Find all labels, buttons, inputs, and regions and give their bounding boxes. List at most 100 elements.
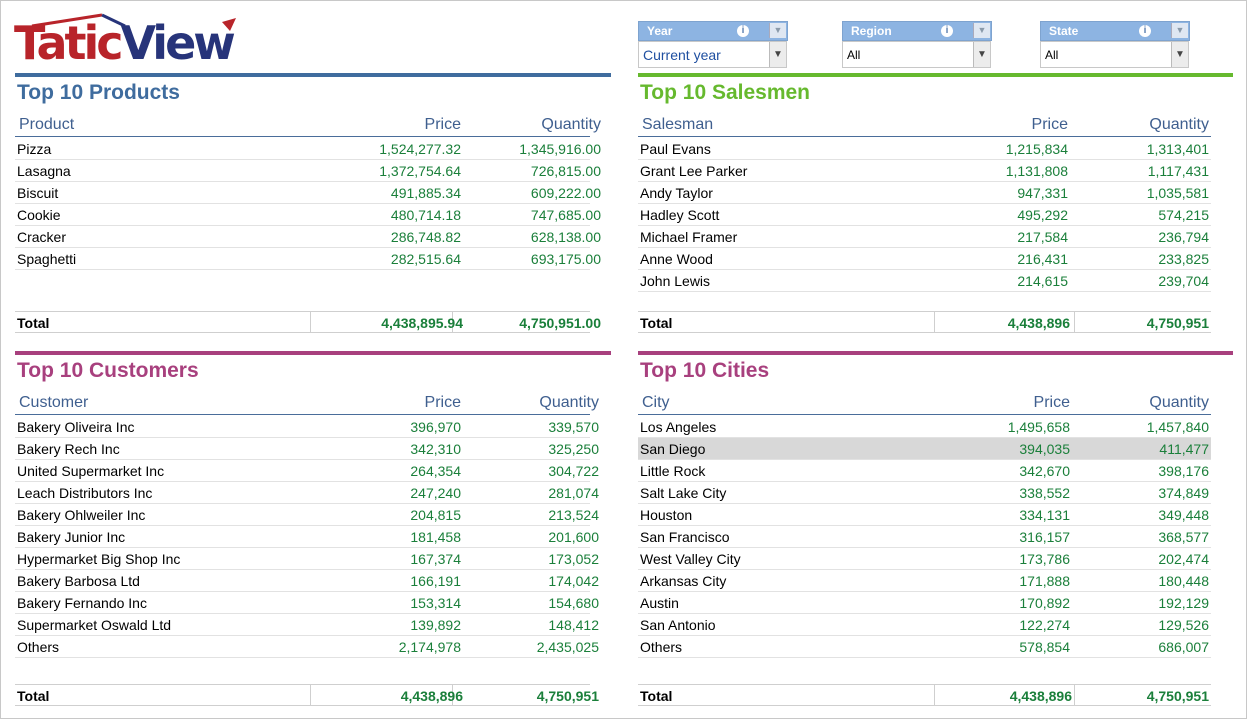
row-price: 264,354 bbox=[410, 463, 461, 479]
table-row[interactable]: Others 2,174,978 2,435,025 bbox=[15, 636, 599, 658]
dropdown-arrow-icon[interactable]: ▼ bbox=[1171, 42, 1188, 67]
panel-accent-bar bbox=[15, 73, 611, 77]
logo-arrow-icon bbox=[31, 13, 236, 31]
row-price: 1,131,808 bbox=[1005, 163, 1068, 179]
table-row[interactable]: Houston 334,131 349,448 bbox=[638, 504, 1211, 526]
table-row[interactable]: Hypermarket Big Shop Inc 167,374 173,052 bbox=[15, 548, 599, 570]
total-label: Total bbox=[17, 688, 50, 704]
table-row[interactable]: Cracker 286,748.82 628,138.00 bbox=[15, 226, 601, 248]
row-label: Salt Lake City bbox=[640, 485, 727, 501]
row-label: Grant Lee Parker bbox=[640, 163, 748, 179]
table-row[interactable]: Michael Framer 217,584 236,794 bbox=[638, 226, 1211, 248]
table-row[interactable]: Bakery Fernando Inc 153,314 154,680 bbox=[15, 592, 599, 614]
row-label: Bakery Fernando Inc bbox=[17, 595, 147, 611]
logo-text: TaticView bbox=[14, 16, 236, 70]
table-row[interactable]: San Diego 394,035 411,477 bbox=[638, 438, 1211, 460]
table-header: City Price Quantity bbox=[638, 392, 1211, 415]
chevron-down-icon[interactable]: ▼ bbox=[1171, 23, 1188, 38]
chevron-down-icon[interactable]: ▼ bbox=[769, 23, 786, 38]
table-row[interactable]: San Antonio 122,274 129,526 bbox=[638, 614, 1211, 636]
row-label: Cookie bbox=[17, 207, 61, 223]
filter-label: Region bbox=[851, 24, 892, 38]
table-row[interactable]: Lasagna 1,372,754.64 726,815.00 bbox=[15, 160, 601, 182]
table-row[interactable]: Arkansas City 171,888 180,448 bbox=[638, 570, 1211, 592]
column-header-price[interactable]: Price bbox=[424, 394, 461, 411]
column-header-price[interactable]: Price bbox=[1033, 394, 1070, 411]
table-row[interactable]: Salt Lake City 338,552 374,849 bbox=[638, 482, 1211, 504]
column-header-name[interactable]: City bbox=[642, 394, 670, 411]
row-price: 122,274 bbox=[1019, 617, 1070, 633]
table-row[interactable]: Others 578,854 686,007 bbox=[638, 636, 1211, 658]
filter-state[interactable]: State i ▼ All ▼ bbox=[1040, 21, 1190, 68]
table-row[interactable]: Anne Wood 216,431 233,825 bbox=[638, 248, 1211, 270]
table-row[interactable]: Hadley Scott 495,292 574,215 bbox=[638, 204, 1211, 226]
row-price: 170,892 bbox=[1019, 595, 1070, 611]
info-icon[interactable]: i bbox=[737, 25, 749, 37]
row-quantity: 129,526 bbox=[1158, 617, 1209, 633]
table-total-row: Total 4,438,896 4,750,951 bbox=[638, 684, 1211, 706]
column-header-name[interactable]: Salesman bbox=[642, 116, 714, 133]
column-header-name[interactable]: Product bbox=[19, 116, 75, 133]
table-row[interactable]: Cookie 480,714.18 747,685.00 bbox=[15, 204, 601, 226]
row-label: Bakery Junior Inc bbox=[17, 529, 126, 545]
table-row[interactable]: Little Rock 342,670 398,176 bbox=[638, 460, 1211, 482]
table-row[interactable]: John Lewis 214,615 239,704 bbox=[638, 270, 1211, 292]
table-row[interactable]: Biscuit 491,885.34 609,222.00 bbox=[15, 182, 601, 204]
table-row[interactable]: United Supermarket Inc 264,354 304,722 bbox=[15, 460, 599, 482]
table-row[interactable]: Grant Lee Parker 1,131,808 1,117,431 bbox=[638, 160, 1211, 182]
table-row[interactable]: Bakery Ohlweiler Inc 204,815 213,524 bbox=[15, 504, 599, 526]
table-row[interactable]: Pizza 1,524,277.32 1,345,916.00 bbox=[15, 138, 601, 160]
row-label: Others bbox=[17, 639, 60, 655]
filter-select[interactable]: Current year ▼ bbox=[638, 41, 787, 68]
table-row[interactable]: Bakery Junior Inc 181,458 201,600 bbox=[15, 526, 599, 548]
chevron-down-icon[interactable]: ▼ bbox=[973, 23, 990, 38]
dropdown-arrow-icon[interactable]: ▼ bbox=[769, 42, 786, 67]
table-row[interactable]: Bakery Oliveira Inc 396,970 339,570 bbox=[15, 416, 599, 438]
column-header-quantity[interactable]: Quantity bbox=[1149, 394, 1209, 411]
row-quantity: 2,435,025 bbox=[536, 639, 599, 655]
column-header-quantity[interactable]: Quantity bbox=[541, 116, 601, 133]
row-quantity: 339,570 bbox=[548, 419, 599, 435]
total-separator bbox=[452, 312, 453, 332]
table-row[interactable]: Andy Taylor 947,331 1,035,581 bbox=[638, 182, 1211, 204]
column-header-price[interactable]: Price bbox=[1031, 116, 1068, 133]
filter-select[interactable]: All ▼ bbox=[842, 41, 991, 68]
table-row[interactable]: Bakery Barbosa Ltd 166,191 174,042 bbox=[15, 570, 599, 592]
table-row[interactable]: Leach Distributors Inc 247,240 281,074 bbox=[15, 482, 599, 504]
row-label: Spaghetti bbox=[17, 251, 77, 267]
column-header-quantity[interactable]: Quantity bbox=[1149, 116, 1209, 133]
table-row[interactable]: Austin 170,892 192,129 bbox=[638, 592, 1211, 614]
total-separator bbox=[934, 312, 935, 332]
table-row[interactable]: San Francisco 316,157 368,577 bbox=[638, 526, 1211, 548]
column-header-price[interactable]: Price bbox=[424, 116, 461, 133]
info-icon[interactable]: i bbox=[1139, 25, 1151, 37]
row-quantity: 411,477 bbox=[1159, 441, 1209, 457]
info-icon[interactable]: i bbox=[941, 25, 953, 37]
table-row[interactable]: Los Angeles 1,495,658 1,457,840 bbox=[638, 416, 1211, 438]
filter-select[interactable]: All ▼ bbox=[1040, 41, 1189, 68]
row-label: Anne Wood bbox=[640, 251, 713, 267]
filter-label: Year bbox=[647, 24, 673, 38]
table-row[interactable]: Supermarket Oswald Ltd 139,892 148,412 bbox=[15, 614, 599, 636]
filter-year[interactable]: Year i ▼ Current year ▼ bbox=[638, 21, 788, 68]
row-label: San Diego bbox=[640, 441, 706, 457]
filter-region[interactable]: Region i ▼ All ▼ bbox=[842, 21, 992, 68]
row-quantity: 686,007 bbox=[1158, 639, 1209, 655]
row-price: 947,331 bbox=[1017, 185, 1068, 201]
row-quantity: 213,524 bbox=[548, 507, 599, 523]
row-quantity: 368,577 bbox=[1158, 529, 1209, 545]
table-row[interactable]: Bakery Rech Inc 342,310 325,250 bbox=[15, 438, 599, 460]
dropdown-arrow-icon[interactable]: ▼ bbox=[973, 42, 990, 67]
total-quantity: 4,750,951.00 bbox=[519, 315, 601, 331]
filter-value: All bbox=[847, 48, 861, 62]
row-label: Andy Taylor bbox=[640, 185, 713, 201]
table-row[interactable]: Spaghetti 282,515.64 693,175.00 bbox=[15, 248, 601, 270]
table-row[interactable]: Paul Evans 1,215,834 1,313,401 bbox=[638, 138, 1211, 160]
panel-title: Top 10 Customers bbox=[17, 359, 199, 382]
column-header-name[interactable]: Customer bbox=[19, 394, 89, 411]
table-row[interactable]: West Valley City 173,786 202,474 bbox=[638, 548, 1211, 570]
row-price: 139,892 bbox=[410, 617, 461, 633]
panel-accent-bar bbox=[15, 351, 611, 355]
column-header-quantity[interactable]: Quantity bbox=[539, 394, 599, 411]
row-price: 334,131 bbox=[1019, 507, 1070, 523]
